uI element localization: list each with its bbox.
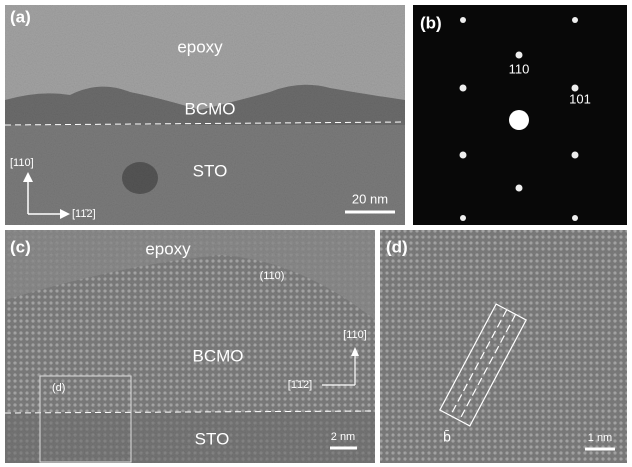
figure: (a) epoxy BCMO STO [110] [11̄2] 20 nm (b… bbox=[0, 0, 632, 467]
scale-bar-label: 1 nm bbox=[588, 432, 612, 444]
layer-label: STO bbox=[193, 161, 228, 180]
spot-label: 110 bbox=[509, 61, 530, 76]
panel-b bbox=[413, 5, 627, 225]
panel-label: (b) bbox=[420, 13, 442, 32]
direction-label: [110] bbox=[10, 157, 34, 169]
inset-label: (d) bbox=[52, 382, 65, 394]
direction-label: [11̄2] bbox=[72, 208, 96, 220]
layer-label: BCMO bbox=[193, 346, 244, 365]
panel-c bbox=[5, 230, 375, 463]
layer-label: epoxy bbox=[177, 37, 223, 56]
layer-label: STO bbox=[195, 429, 230, 448]
spot-label: 101 bbox=[569, 91, 591, 106]
plane-label: (110) bbox=[260, 270, 285, 282]
panel-label: (a) bbox=[10, 7, 31, 26]
direction-label: [1̄1̄2] bbox=[288, 379, 312, 391]
vector-label: b̄ bbox=[443, 429, 451, 445]
scale-bar-label: 2 nm bbox=[331, 431, 355, 443]
panel-label: (c) bbox=[10, 237, 31, 256]
direction-label: [110] bbox=[343, 329, 367, 341]
panel-d bbox=[380, 230, 627, 463]
panel-label: (d) bbox=[386, 237, 408, 256]
layer-label: epoxy bbox=[145, 239, 191, 258]
layer-label: BCMO bbox=[185, 99, 236, 118]
scale-bar-label: 20 nm bbox=[352, 191, 388, 206]
